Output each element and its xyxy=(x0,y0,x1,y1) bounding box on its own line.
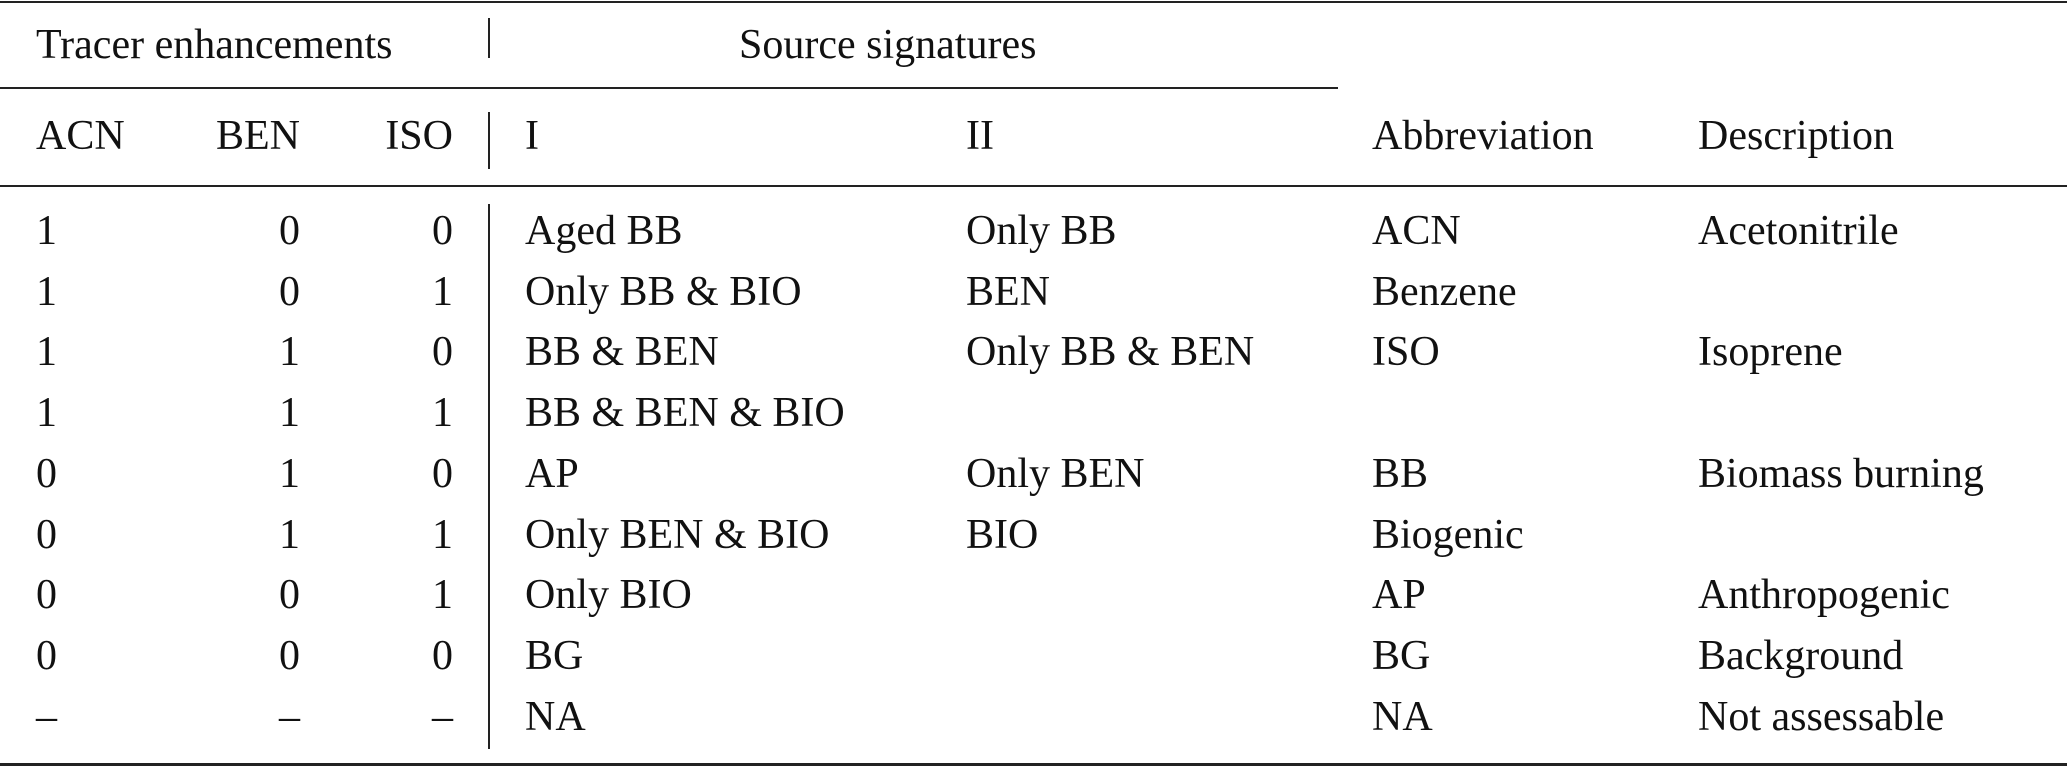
table-cell: 0 xyxy=(36,450,57,497)
column-header: BEN xyxy=(216,113,300,159)
table-cell: 1 xyxy=(432,511,453,558)
column-header: I xyxy=(525,113,539,159)
table-cell: Benzene xyxy=(1372,268,1517,315)
group-rule xyxy=(0,87,1338,89)
table-cell: Only BEN & BIO xyxy=(525,511,830,558)
table-cell: NA xyxy=(525,693,586,740)
table-cell: AP xyxy=(525,450,579,497)
column-header: ACN xyxy=(36,113,125,159)
group-header: Tracer enhancements xyxy=(36,22,393,68)
table-cell: 0 xyxy=(36,511,57,558)
table-cell: – xyxy=(279,693,300,740)
table-cell: 1 xyxy=(36,390,57,437)
table-cell: 1 xyxy=(36,268,57,315)
table-cell: 1 xyxy=(36,208,57,254)
table-cell: – xyxy=(432,693,453,740)
column-divider xyxy=(488,112,490,169)
table-cell: Aged BB xyxy=(525,208,683,254)
column-header: Abbreviation xyxy=(1372,113,1594,159)
column-header: ISO xyxy=(385,113,453,159)
table-cell: 1 xyxy=(279,390,300,437)
table-cell: 1 xyxy=(279,511,300,558)
table-cell: BB xyxy=(1372,450,1429,497)
table-cell: 1 xyxy=(432,572,453,619)
table-cell: 1 xyxy=(36,329,57,376)
column-header: II xyxy=(966,113,994,159)
table-cell: Biomass burning xyxy=(1698,450,1984,497)
table-cell: 0 xyxy=(432,208,453,254)
table-cell: BG xyxy=(525,632,584,679)
table-cell: Background xyxy=(1698,632,1904,679)
table-cell: 0 xyxy=(432,632,453,679)
table-cell: ACN xyxy=(1372,208,1461,254)
top-rule xyxy=(0,1,2067,3)
table-cell: 0 xyxy=(36,632,57,679)
table-cell: Only BB & BEN xyxy=(966,329,1255,376)
table-cell: NA xyxy=(1372,693,1433,740)
table-cell: Only BIO xyxy=(525,572,692,619)
table-cell: Isoprene xyxy=(1698,329,1843,376)
table-cell: Only BB xyxy=(966,208,1117,254)
table-cell: 1 xyxy=(279,329,300,376)
column-divider xyxy=(488,18,490,58)
group-header: Source signatures xyxy=(739,22,1037,68)
table-cell: BB & BEN & BIO xyxy=(525,390,845,437)
table-cell: 1 xyxy=(432,390,453,437)
column-header: Description xyxy=(1698,113,1894,159)
table-cell: 0 xyxy=(279,268,300,315)
table-cell: BB & BEN xyxy=(525,329,719,376)
table-cell: Only BEN xyxy=(966,450,1145,497)
table-cell: 0 xyxy=(279,632,300,679)
table-cell: 0 xyxy=(36,572,57,619)
table-cell: Acetonitrile xyxy=(1698,208,1899,254)
table-cell: 0 xyxy=(279,572,300,619)
table-cell: AP xyxy=(1372,572,1426,619)
table-cell: ISO xyxy=(1372,329,1440,376)
table-cell: 0 xyxy=(432,450,453,497)
table-cell: BG xyxy=(1372,632,1431,679)
column-divider xyxy=(488,204,490,749)
table-cell: – xyxy=(36,693,57,740)
table-cell: Only BB & BIO xyxy=(525,268,802,315)
table-cell: Biogenic xyxy=(1372,511,1524,558)
table-cell: 0 xyxy=(432,329,453,376)
bottom-rule xyxy=(0,763,2067,766)
table-cell: Not assessable xyxy=(1698,693,1945,740)
table-cell: 1 xyxy=(432,268,453,315)
table-cell: BEN xyxy=(966,268,1050,315)
table-cell: Anthropogenic xyxy=(1698,572,1950,619)
table-cell: 1 xyxy=(279,450,300,497)
table-cell: 0 xyxy=(279,208,300,254)
header-rule xyxy=(0,185,2067,187)
table-cell: BIO xyxy=(966,511,1039,558)
